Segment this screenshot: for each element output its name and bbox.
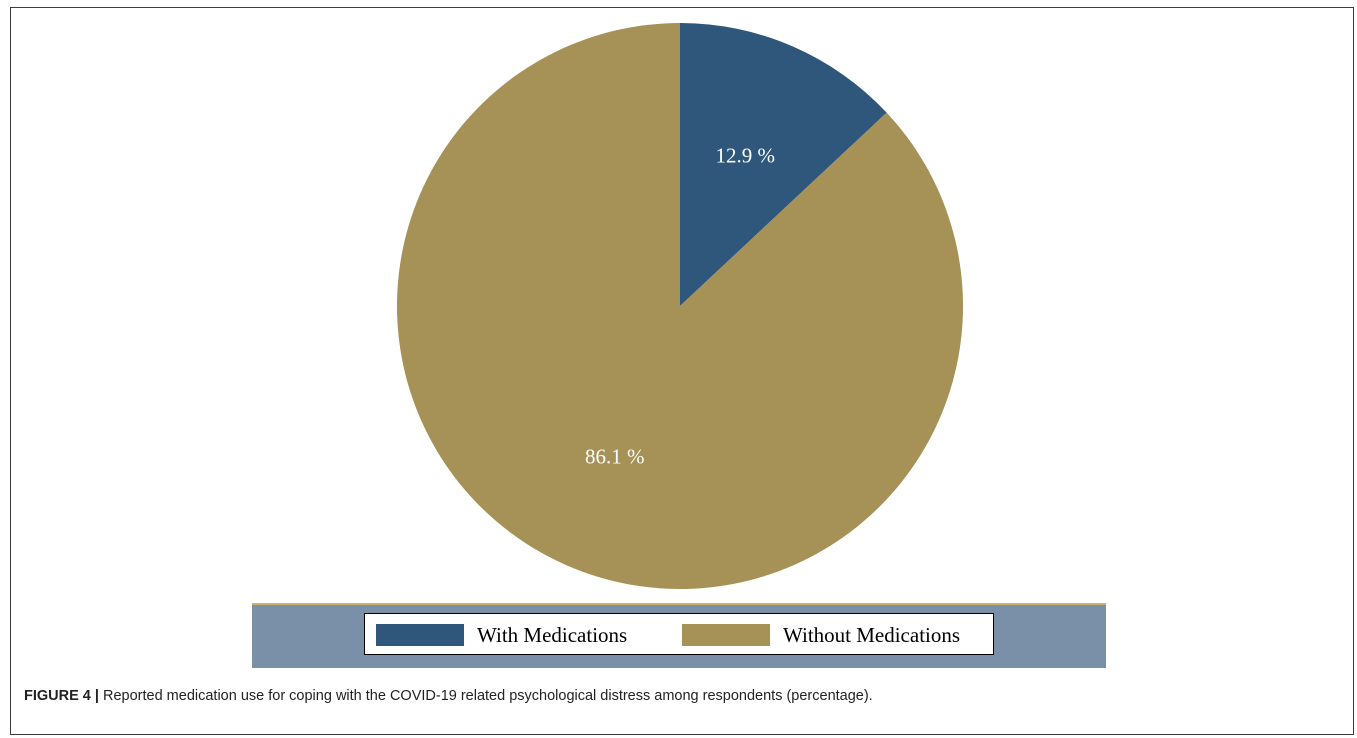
caption-text: Reported medication use for coping with …	[98, 688, 873, 704]
legend-label-with-medications: With Medications	[477, 623, 628, 647]
legend-swatch-without-medications	[682, 624, 770, 646]
pie-slice-without-medications	[397, 23, 963, 589]
slice-label-with-medications: 12.9 %	[716, 143, 776, 167]
legend: With Medications Without Medications	[364, 613, 994, 655]
legend-label-without-medications: Without Medications	[783, 623, 961, 647]
figure-caption: FIGURE 4 | Reported medication use for c…	[24, 688, 1334, 704]
caption-label: FIGURE 4 |	[24, 688, 99, 704]
slice-label-without-medications: 86.1 %	[585, 445, 645, 469]
pie-slice-with-medications	[680, 23, 887, 306]
legend-swatch-with-medications	[376, 624, 464, 646]
